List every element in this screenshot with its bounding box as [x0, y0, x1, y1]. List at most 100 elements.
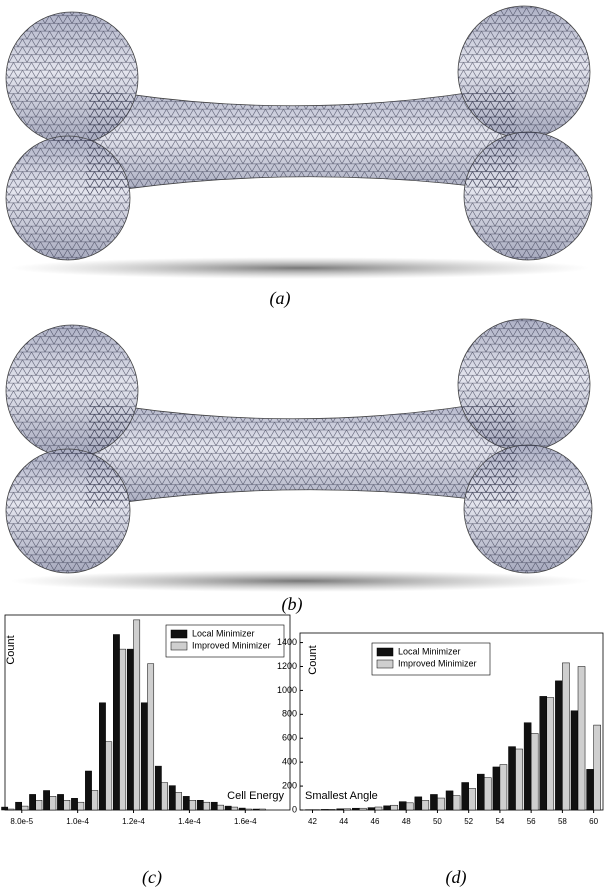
caption: (d)	[446, 867, 467, 888]
x-tick-label: 1.4e-4	[178, 817, 201, 826]
bar	[321, 809, 328, 810]
caption: (c)	[142, 867, 162, 888]
bar	[484, 778, 491, 810]
bar	[375, 807, 382, 810]
bar	[22, 806, 28, 810]
mesh-image-b	[6, 319, 592, 592]
bar	[477, 774, 484, 810]
bar	[253, 809, 259, 810]
x-tick-label: 44	[339, 817, 348, 826]
bar	[359, 808, 366, 810]
x-tick-label: 50	[433, 817, 442, 826]
bar	[516, 749, 523, 810]
x-tick-label: 46	[371, 817, 380, 826]
bar	[50, 796, 56, 810]
y-axis-label: Count	[5, 635, 17, 664]
bar	[578, 666, 585, 810]
x-tick-label: 42	[308, 817, 317, 826]
bar	[547, 698, 554, 810]
bar	[169, 786, 175, 810]
bar	[78, 802, 84, 810]
bar	[203, 802, 209, 810]
bar	[531, 733, 538, 810]
bar	[328, 809, 335, 810]
bar	[509, 747, 516, 810]
x-tick-label: 1.2e-4	[122, 817, 145, 826]
bar	[2, 807, 8, 810]
x-tick-label: 52	[464, 817, 473, 826]
bar	[99, 703, 105, 810]
bar	[197, 800, 203, 810]
bar	[540, 696, 547, 810]
legend-label: Improved Minimizer	[192, 640, 271, 650]
bar	[437, 798, 444, 810]
bar	[384, 806, 391, 810]
bar	[259, 809, 265, 810]
bar	[36, 800, 42, 810]
y-tick-label: 1200	[277, 661, 297, 671]
bar	[406, 803, 413, 810]
bar	[127, 649, 133, 810]
bar	[469, 788, 476, 810]
bar	[500, 765, 507, 810]
legend-swatch	[377, 660, 393, 668]
y-tick-label: 0	[292, 804, 297, 814]
bar	[120, 649, 126, 810]
bar	[57, 794, 63, 810]
bar	[134, 620, 140, 810]
bar	[161, 783, 167, 810]
bar	[337, 809, 344, 810]
y-tick-label: 1400	[277, 637, 297, 647]
bar	[594, 725, 601, 810]
x-tick-label: 8.0e-5	[10, 817, 33, 826]
x-tick-label: 60	[589, 817, 598, 826]
bar	[71, 798, 77, 810]
bar	[148, 664, 154, 810]
bar	[8, 809, 14, 810]
caption: (b)	[282, 594, 303, 615]
x-tick-label: 56	[527, 817, 536, 826]
bar	[217, 805, 223, 810]
bar	[422, 800, 429, 810]
y-tick-label: 600	[282, 733, 297, 743]
bar	[155, 766, 161, 810]
bar	[29, 794, 35, 810]
bar	[555, 681, 562, 810]
bar	[430, 794, 437, 810]
x-tick-label: 1.0e-4	[66, 817, 89, 826]
legend-label: Improved Minimizer	[398, 658, 477, 668]
x-tick-label: 1.6e-4	[234, 817, 257, 826]
bar	[64, 800, 70, 810]
bar	[352, 808, 359, 810]
y-tick-label: 200	[282, 780, 297, 790]
x-tick-label: 48	[402, 817, 411, 826]
y-tick-label: 400	[282, 757, 297, 767]
bar	[453, 796, 460, 810]
bar	[225, 806, 231, 810]
legend-label: Local Minimizer	[398, 646, 461, 656]
page: (a) (b) (c) (d) 8.0e-51.0e-41.2e-41.4e-4…	[0, 0, 615, 896]
bar	[462, 782, 469, 810]
figure: (a) (b) (c) (d) 8.0e-51.0e-41.2e-41.4e-4…	[0, 0, 615, 891]
bar	[415, 797, 422, 810]
x-tick-label: 58	[558, 817, 567, 826]
legend-swatch	[171, 630, 187, 638]
bar	[368, 808, 375, 810]
bar	[183, 796, 189, 810]
bar	[231, 807, 237, 810]
annotation: Smallest Angle	[305, 790, 378, 802]
bar	[344, 809, 351, 810]
bar	[211, 802, 217, 810]
x-tick-label: 54	[495, 817, 504, 826]
bar	[587, 769, 594, 810]
bar	[571, 711, 578, 810]
annotation: Cell Energy	[227, 790, 284, 802]
legend-label: Local Minimizer	[192, 628, 255, 638]
legend-swatch	[377, 648, 393, 656]
mesh-image-a	[6, 6, 592, 279]
bar	[113, 635, 119, 811]
bar	[399, 802, 406, 810]
bar	[562, 663, 569, 810]
bar	[43, 791, 49, 811]
bar	[175, 792, 181, 810]
